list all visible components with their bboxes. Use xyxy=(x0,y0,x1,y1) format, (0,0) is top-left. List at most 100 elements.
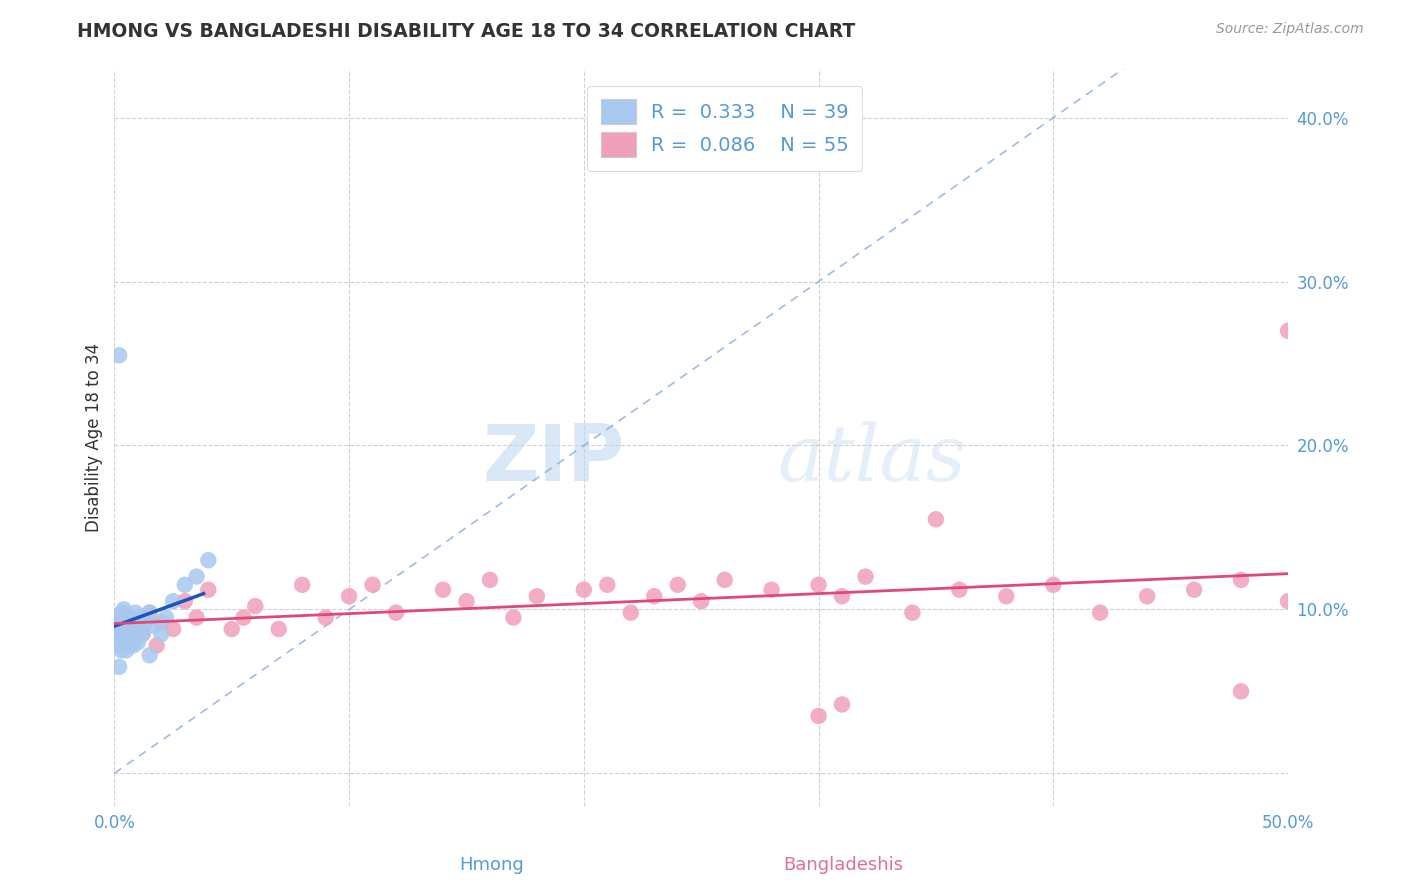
Point xyxy=(120,627,142,641)
Point xyxy=(105,639,128,653)
Point xyxy=(901,606,924,620)
Point xyxy=(127,615,149,630)
Point xyxy=(127,635,149,649)
Point xyxy=(112,610,135,624)
Point xyxy=(666,578,689,592)
Point xyxy=(162,594,184,608)
Text: Bangladeshis: Bangladeshis xyxy=(783,855,904,873)
Point xyxy=(643,589,665,603)
Point xyxy=(134,615,156,630)
Point xyxy=(108,659,131,673)
Point xyxy=(807,578,830,592)
Point xyxy=(948,582,970,597)
Point xyxy=(108,610,131,624)
Point xyxy=(197,553,219,567)
Point xyxy=(1042,578,1064,592)
Text: Hmong: Hmong xyxy=(460,855,524,873)
Point xyxy=(112,615,135,630)
Point xyxy=(124,615,146,630)
Point xyxy=(831,589,853,603)
Point xyxy=(245,599,267,613)
Point xyxy=(807,709,830,723)
Point xyxy=(1277,324,1299,338)
Point xyxy=(120,610,142,624)
Point xyxy=(855,569,877,583)
Point xyxy=(831,698,853,712)
Point xyxy=(197,582,219,597)
Point xyxy=(502,610,524,624)
Point xyxy=(117,632,139,646)
Point xyxy=(761,582,783,597)
Point xyxy=(115,639,138,653)
Point xyxy=(291,578,314,592)
Point xyxy=(115,622,138,636)
Point xyxy=(267,622,290,636)
Text: Source: ZipAtlas.com: Source: ZipAtlas.com xyxy=(1216,22,1364,37)
Point xyxy=(138,606,160,620)
Point xyxy=(110,643,132,657)
Text: ZIP: ZIP xyxy=(482,421,624,498)
Point xyxy=(1230,573,1253,587)
Point xyxy=(112,602,135,616)
Point xyxy=(1136,589,1159,603)
Point xyxy=(232,610,254,624)
Point xyxy=(337,589,360,603)
Point xyxy=(1277,594,1299,608)
Text: atlas: atlas xyxy=(778,421,966,498)
Point xyxy=(186,610,208,624)
Point xyxy=(122,622,145,636)
Point xyxy=(361,578,384,592)
Point xyxy=(122,635,145,649)
Point xyxy=(145,639,167,653)
Point xyxy=(105,627,128,641)
Point xyxy=(108,348,131,362)
Point xyxy=(572,582,595,597)
Point xyxy=(129,610,152,624)
Point xyxy=(150,627,173,641)
Point xyxy=(112,627,135,641)
Point xyxy=(110,622,132,636)
Point xyxy=(110,606,132,620)
Point xyxy=(127,619,149,633)
Point xyxy=(124,606,146,620)
Point xyxy=(115,643,138,657)
Point xyxy=(186,569,208,583)
Point xyxy=(143,619,166,633)
Point xyxy=(150,615,173,630)
Point xyxy=(105,610,128,624)
Point xyxy=(173,594,195,608)
Point xyxy=(221,622,243,636)
Point xyxy=(108,632,131,646)
Point xyxy=(925,512,948,526)
Point xyxy=(162,622,184,636)
Point xyxy=(478,573,501,587)
Point xyxy=(117,622,139,636)
Point xyxy=(432,582,454,597)
Point xyxy=(120,610,142,624)
Point xyxy=(995,589,1018,603)
Legend: R =  0.333    N = 39, R =  0.086    N = 55: R = 0.333 N = 39, R = 0.086 N = 55 xyxy=(586,86,862,170)
Point xyxy=(155,610,177,624)
Text: HMONG VS BANGLADESHI DISABILITY AGE 18 TO 34 CORRELATION CHART: HMONG VS BANGLADESHI DISABILITY AGE 18 T… xyxy=(77,22,856,41)
Point xyxy=(110,627,132,641)
Point xyxy=(1182,582,1205,597)
Point xyxy=(385,606,408,620)
Point xyxy=(456,594,478,608)
Point xyxy=(131,627,153,641)
Point xyxy=(713,573,735,587)
Y-axis label: Disability Age 18 to 34: Disability Age 18 to 34 xyxy=(86,343,103,532)
Point xyxy=(138,606,160,620)
Point xyxy=(690,594,713,608)
Point xyxy=(315,610,337,624)
Point xyxy=(117,619,139,633)
Point xyxy=(1090,606,1112,620)
Point xyxy=(108,615,131,630)
Point xyxy=(1230,684,1253,698)
Point xyxy=(122,639,145,653)
Point xyxy=(596,578,619,592)
Point xyxy=(131,627,153,641)
Point xyxy=(108,619,131,633)
Point xyxy=(115,610,138,624)
Point xyxy=(620,606,643,620)
Point xyxy=(173,578,195,592)
